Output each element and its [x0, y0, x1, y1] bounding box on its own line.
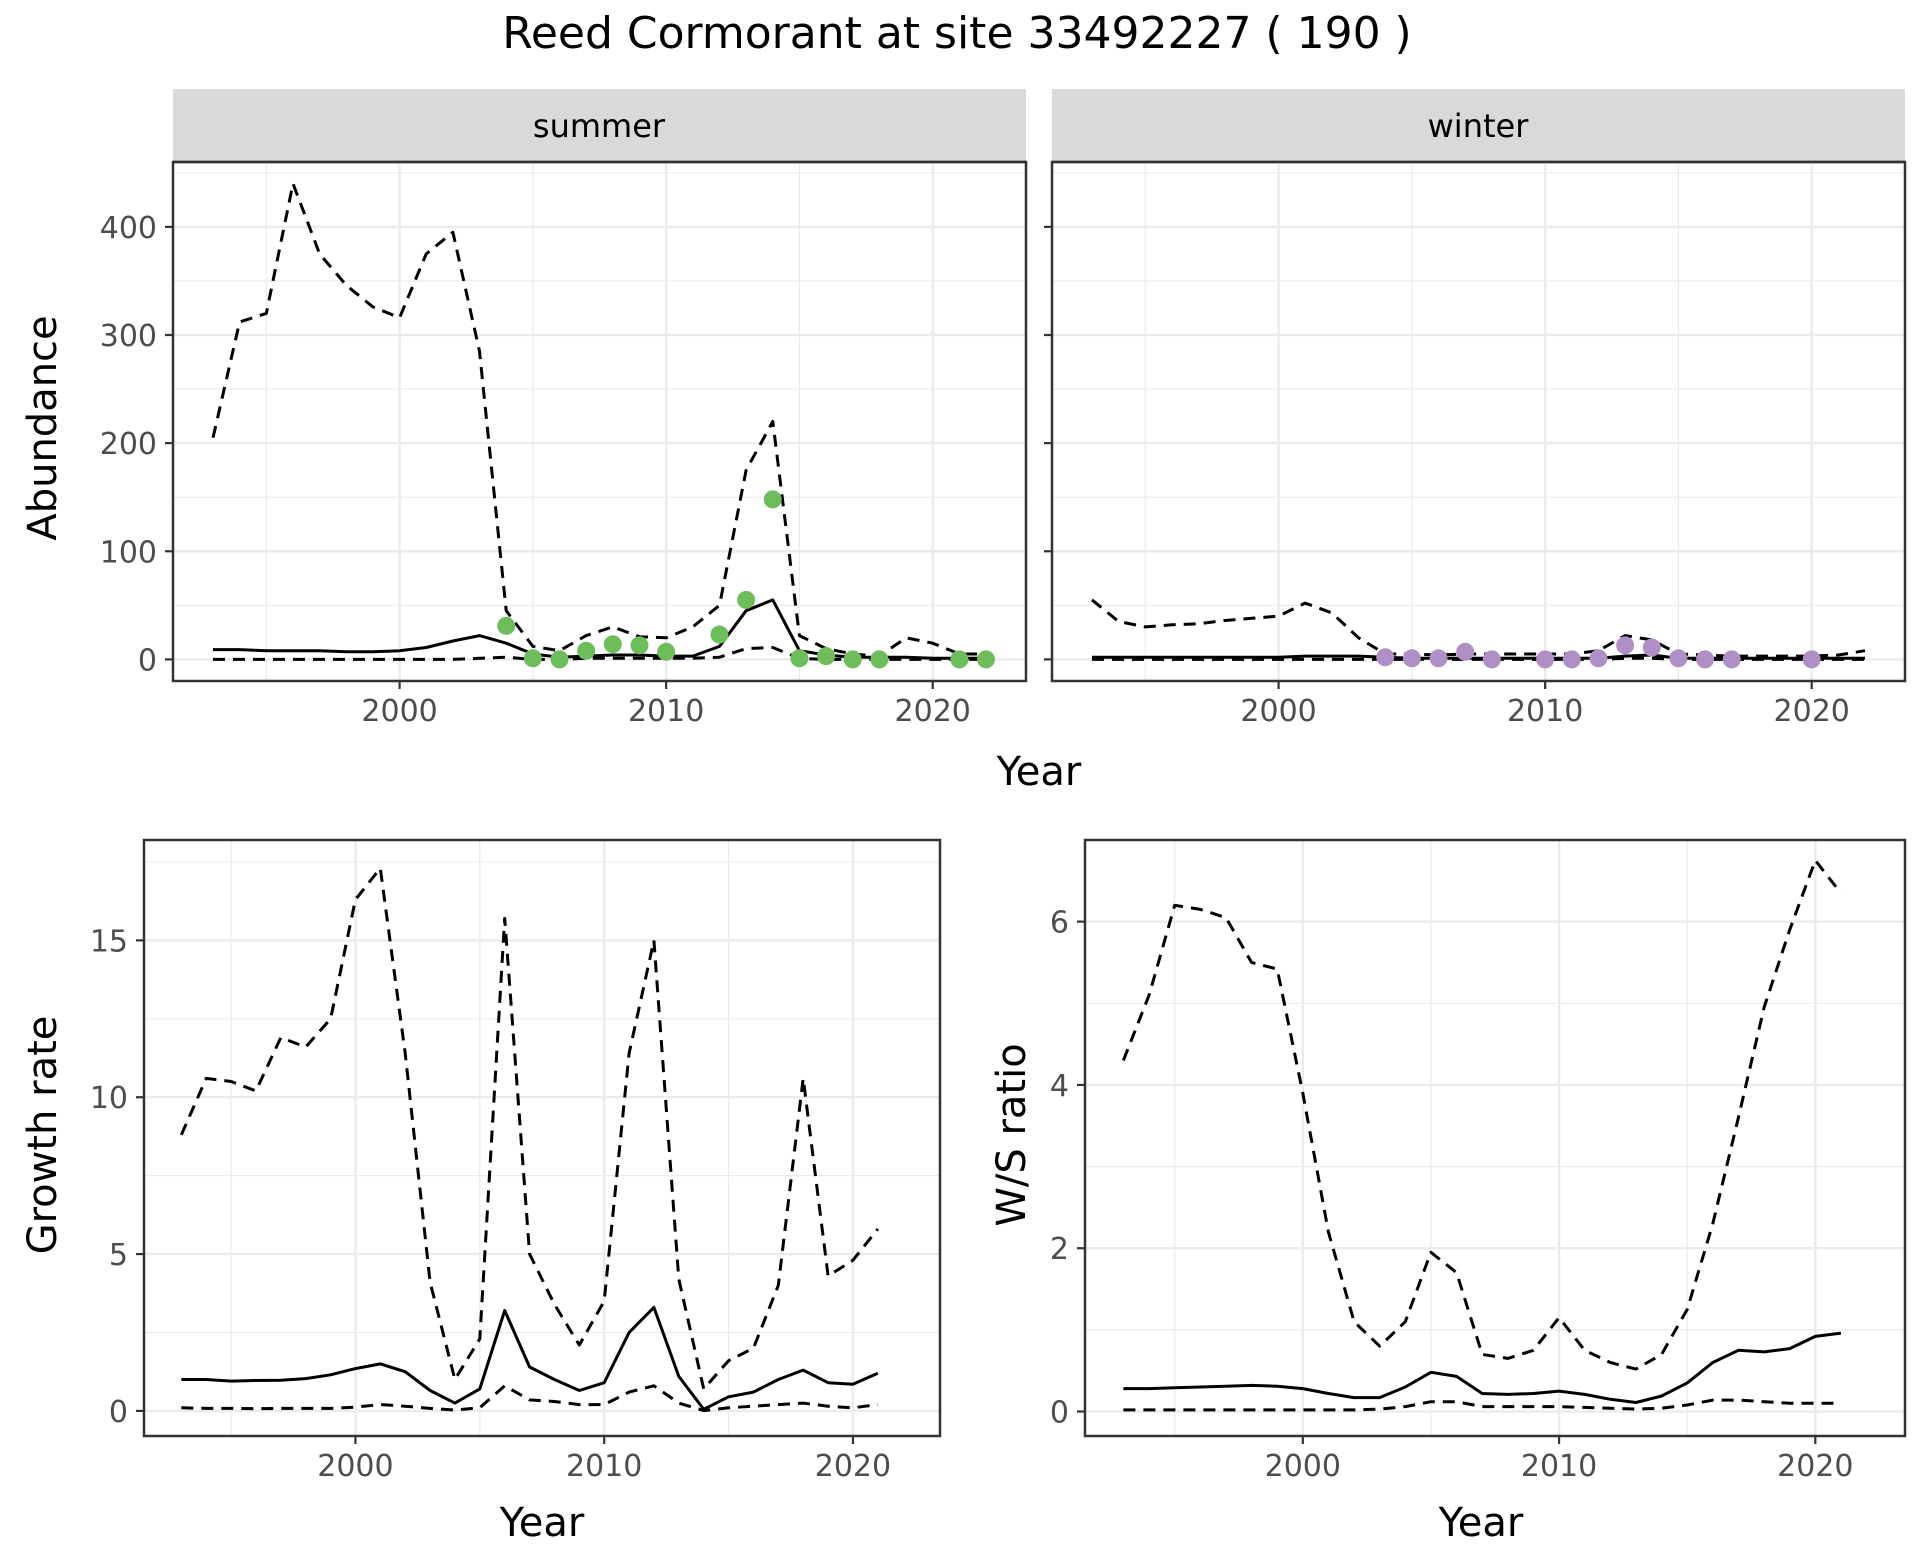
data-point [1722, 650, 1741, 669]
ws-ratio-y-label: W/S ratio [989, 1043, 1035, 1226]
data-point [523, 649, 542, 668]
y-tick-label: 4 [1050, 1069, 1069, 1104]
x-tick-label: 2020 [1777, 1449, 1853, 1484]
y-tick-label: 300 [100, 319, 157, 354]
y-tick-label: 15 [90, 924, 128, 959]
data-point [630, 636, 649, 655]
x-tick-label: 2010 [1521, 1449, 1597, 1484]
data-point [1536, 650, 1555, 669]
x-tick-label: 2010 [628, 694, 704, 729]
x-tick-label: 2000 [1265, 1449, 1341, 1484]
data-point [1696, 650, 1715, 669]
panel-summer: summer 2000 2010 2020 0 100 200 300 400 [100, 89, 1028, 729]
y-tick-label: 0 [138, 643, 157, 678]
lower-bound-line [181, 1384, 878, 1413]
growth-rate-y-label: Growth rate [20, 1016, 66, 1255]
y-tick-label: 200 [100, 427, 157, 462]
data-point [843, 650, 862, 669]
y-tick-label: 100 [100, 535, 157, 570]
data-point [977, 650, 996, 669]
data-point [763, 490, 782, 509]
data-point [1376, 648, 1395, 667]
y-tick-label: 5 [109, 1238, 128, 1273]
abundance-y-label: Abundance [20, 315, 66, 540]
data-point [1456, 642, 1475, 661]
plot-abundance-summer: 2000 2010 2020 0 100 200 300 400 [100, 160, 1028, 729]
data-point [1669, 649, 1688, 668]
median-line [1123, 1331, 1842, 1404]
chart-title: Reed Cormorant at site 33492227 ( 190 ) [502, 8, 1411, 59]
x-tick-label: 2000 [1240, 694, 1316, 729]
panel-winter: winter 2000 2010 2020 [1044, 89, 1907, 729]
y-tick-label: 0 [109, 1395, 128, 1430]
data-point [1589, 649, 1608, 668]
data-point [950, 650, 969, 669]
y-tick-label: 2 [1050, 1232, 1069, 1267]
ws-ratio-x-label: Year [1438, 1500, 1524, 1546]
upper-bound-line [1122, 858, 1843, 1371]
x-tick-label: 2010 [566, 1449, 642, 1484]
data-point [710, 625, 729, 644]
data-point [1562, 650, 1581, 669]
x-tick-label: 2000 [317, 1449, 393, 1484]
panel-border [1050, 160, 1907, 683]
data-point [870, 650, 889, 669]
data-point [1616, 636, 1635, 655]
data-point [817, 647, 836, 666]
y-tick-label: 400 [100, 211, 157, 246]
data-point [737, 590, 756, 609]
x-tick-label: 2010 [1507, 694, 1583, 729]
growth-rate-x-label: Year [499, 1500, 585, 1546]
data-point [1429, 649, 1448, 668]
strip-summer-label: summer [533, 107, 666, 145]
strip-winter [1052, 89, 1905, 162]
data-point [603, 635, 622, 654]
data-point [657, 642, 676, 661]
data-point [497, 616, 516, 635]
median-line [181, 1305, 879, 1411]
data-point [1642, 638, 1661, 657]
data-point [550, 650, 569, 669]
data-point [577, 641, 596, 660]
x-tick-label: 2020 [1774, 694, 1850, 729]
plot-abundance-winter: 2000 2010 2020 [1044, 160, 1907, 729]
x-tick-label: 2000 [361, 694, 437, 729]
abundance-x-label: Year [996, 749, 1082, 795]
y-tick-label: 0 [1050, 1396, 1069, 1431]
upper-bound-line [179, 866, 879, 1391]
x-tick-label: 2020 [895, 694, 971, 729]
y-tick-label: 6 [1050, 906, 1069, 941]
data-point [1802, 650, 1821, 669]
panel-border [171, 160, 1028, 683]
plot-growth-rate: 2000 2010 2020 0 5 10 15 [90, 838, 942, 1484]
data-point [1402, 649, 1421, 668]
x-tick-label: 2020 [815, 1449, 891, 1484]
strip-summer [173, 89, 1026, 162]
strip-winter-label: winter [1428, 107, 1530, 145]
plot-ws-ratio: 2000 2010 2020 0 2 4 6 [1050, 838, 1907, 1484]
data-point [1482, 650, 1501, 669]
panel-border [142, 838, 942, 1438]
panel-border [1083, 838, 1907, 1438]
y-tick-label: 10 [90, 1081, 128, 1116]
data-point [790, 649, 809, 668]
